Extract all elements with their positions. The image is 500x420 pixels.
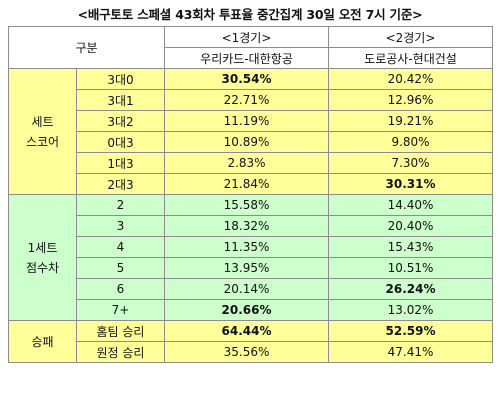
game2-value: 7.30%	[328, 152, 493, 174]
row-label: 2대3	[76, 173, 165, 195]
row-label: 3대2	[76, 110, 165, 132]
row-label: 5	[76, 257, 165, 279]
game2-teams: 도로공사-현대건설	[328, 47, 493, 69]
table-row: 1대3 2.83% 7.30%	[9, 152, 493, 174]
game2-value: 30.31%	[328, 173, 493, 195]
game2-value: 15.43%	[328, 236, 493, 258]
table-row: 2대3 21.84% 30.31%	[9, 173, 493, 195]
game2-value: 13.02%	[328, 299, 493, 321]
set-score-group-line2: 스코어	[25, 134, 60, 149]
game1-value: 11.19%	[164, 110, 329, 132]
game2-value: 47.41%	[328, 341, 493, 363]
row-label: 7+	[76, 299, 165, 321]
game2-value: 9.80%	[328, 131, 493, 153]
row-label: 3대1	[76, 89, 165, 111]
row-label: 3	[76, 215, 165, 237]
table-row: 원정 승리 35.56% 47.41%	[9, 341, 493, 363]
table-row: 7+ 20.66% 13.02%	[9, 299, 493, 321]
row-label: 0대3	[76, 131, 165, 153]
game1-value: 13.95%	[164, 257, 329, 279]
category-header: 구분	[8, 26, 165, 69]
table-row: 4 11.35% 15.43%	[9, 236, 493, 258]
row-label: 홈팀 승리	[76, 320, 165, 342]
game2-number: <2경기>	[328, 26, 493, 48]
game2-value: 20.40%	[328, 215, 493, 237]
game1-value: 20.14%	[164, 278, 329, 300]
game1-value: 22.71%	[164, 89, 329, 111]
game2-value: 26.24%	[328, 278, 493, 300]
vote-rate-table: 구분 <1경기> <2경기> 우리카드-대한항공 도로공사-현대건설 세트 스코…	[8, 26, 493, 363]
game1-value: 30.54%	[164, 68, 329, 90]
game1-value: 35.56%	[164, 341, 329, 363]
point-diff-group-line2: 점수차	[25, 260, 60, 275]
set-score-group-line1: 세트	[31, 114, 54, 129]
game1-value: 64.44%	[164, 320, 329, 342]
game2-value: 52.59%	[328, 320, 493, 342]
page-title: <배구토토 스페셜 43회차 투표율 중간집계 30일 오전 7시 기준>	[77, 7, 423, 22]
game1-value: 10.89%	[164, 131, 329, 153]
point-diff-group-line1: 1세트	[27, 240, 58, 255]
set-score-group-label: 세트 스코어	[8, 68, 77, 195]
row-label: 3대0	[76, 68, 165, 90]
game1-teams: 우리카드-대한항공	[164, 47, 329, 69]
win-loss-group-label: 승패	[8, 320, 77, 363]
game1-value: 15.58%	[164, 194, 329, 216]
game2-value: 10.51%	[328, 257, 493, 279]
table-row: 세트 스코어 3대0 30.54% 20.42%	[8, 68, 493, 195]
row-label: 4	[76, 236, 165, 258]
game2-value: 14.40%	[328, 194, 493, 216]
game1-value: 20.66%	[164, 299, 329, 321]
game1-value: 21.84%	[164, 173, 329, 195]
row-label: 1대3	[76, 152, 165, 174]
row-label: 원정 승리	[76, 341, 165, 363]
point-diff-group-label: 1세트 점수차	[8, 194, 77, 321]
game1-value: 2.83%	[164, 152, 329, 174]
header-row-1: 구분 <1경기> <2경기>	[8, 26, 493, 69]
table-row: 3대2 11.19% 19.21%	[9, 110, 493, 132]
table-row: 3대1 22.71% 12.96%	[9, 89, 493, 111]
row-label: 2	[76, 194, 165, 216]
game1-value: 18.32%	[164, 215, 329, 237]
table-row: 6 20.14% 26.24%	[9, 278, 493, 300]
game1-value: 11.35%	[164, 236, 329, 258]
table-row: 승패 홈팀 승리 64.44% 52.59%	[8, 320, 493, 363]
header-row-2: 우리카드-대한항공 도로공사-현대건설	[9, 47, 493, 69]
game2-value: 12.96%	[328, 89, 493, 111]
table-row: 0대3 10.89% 9.80%	[9, 131, 493, 153]
table-row: 1세트 점수차 2 15.58% 14.40%	[8, 194, 493, 321]
table-row: 5 13.95% 10.51%	[9, 257, 493, 279]
game1-number: <1경기>	[164, 26, 329, 48]
row-label: 6	[76, 278, 165, 300]
game2-value: 20.42%	[328, 68, 493, 90]
table-row: 3 18.32% 20.40%	[9, 215, 493, 237]
game2-value: 19.21%	[328, 110, 493, 132]
